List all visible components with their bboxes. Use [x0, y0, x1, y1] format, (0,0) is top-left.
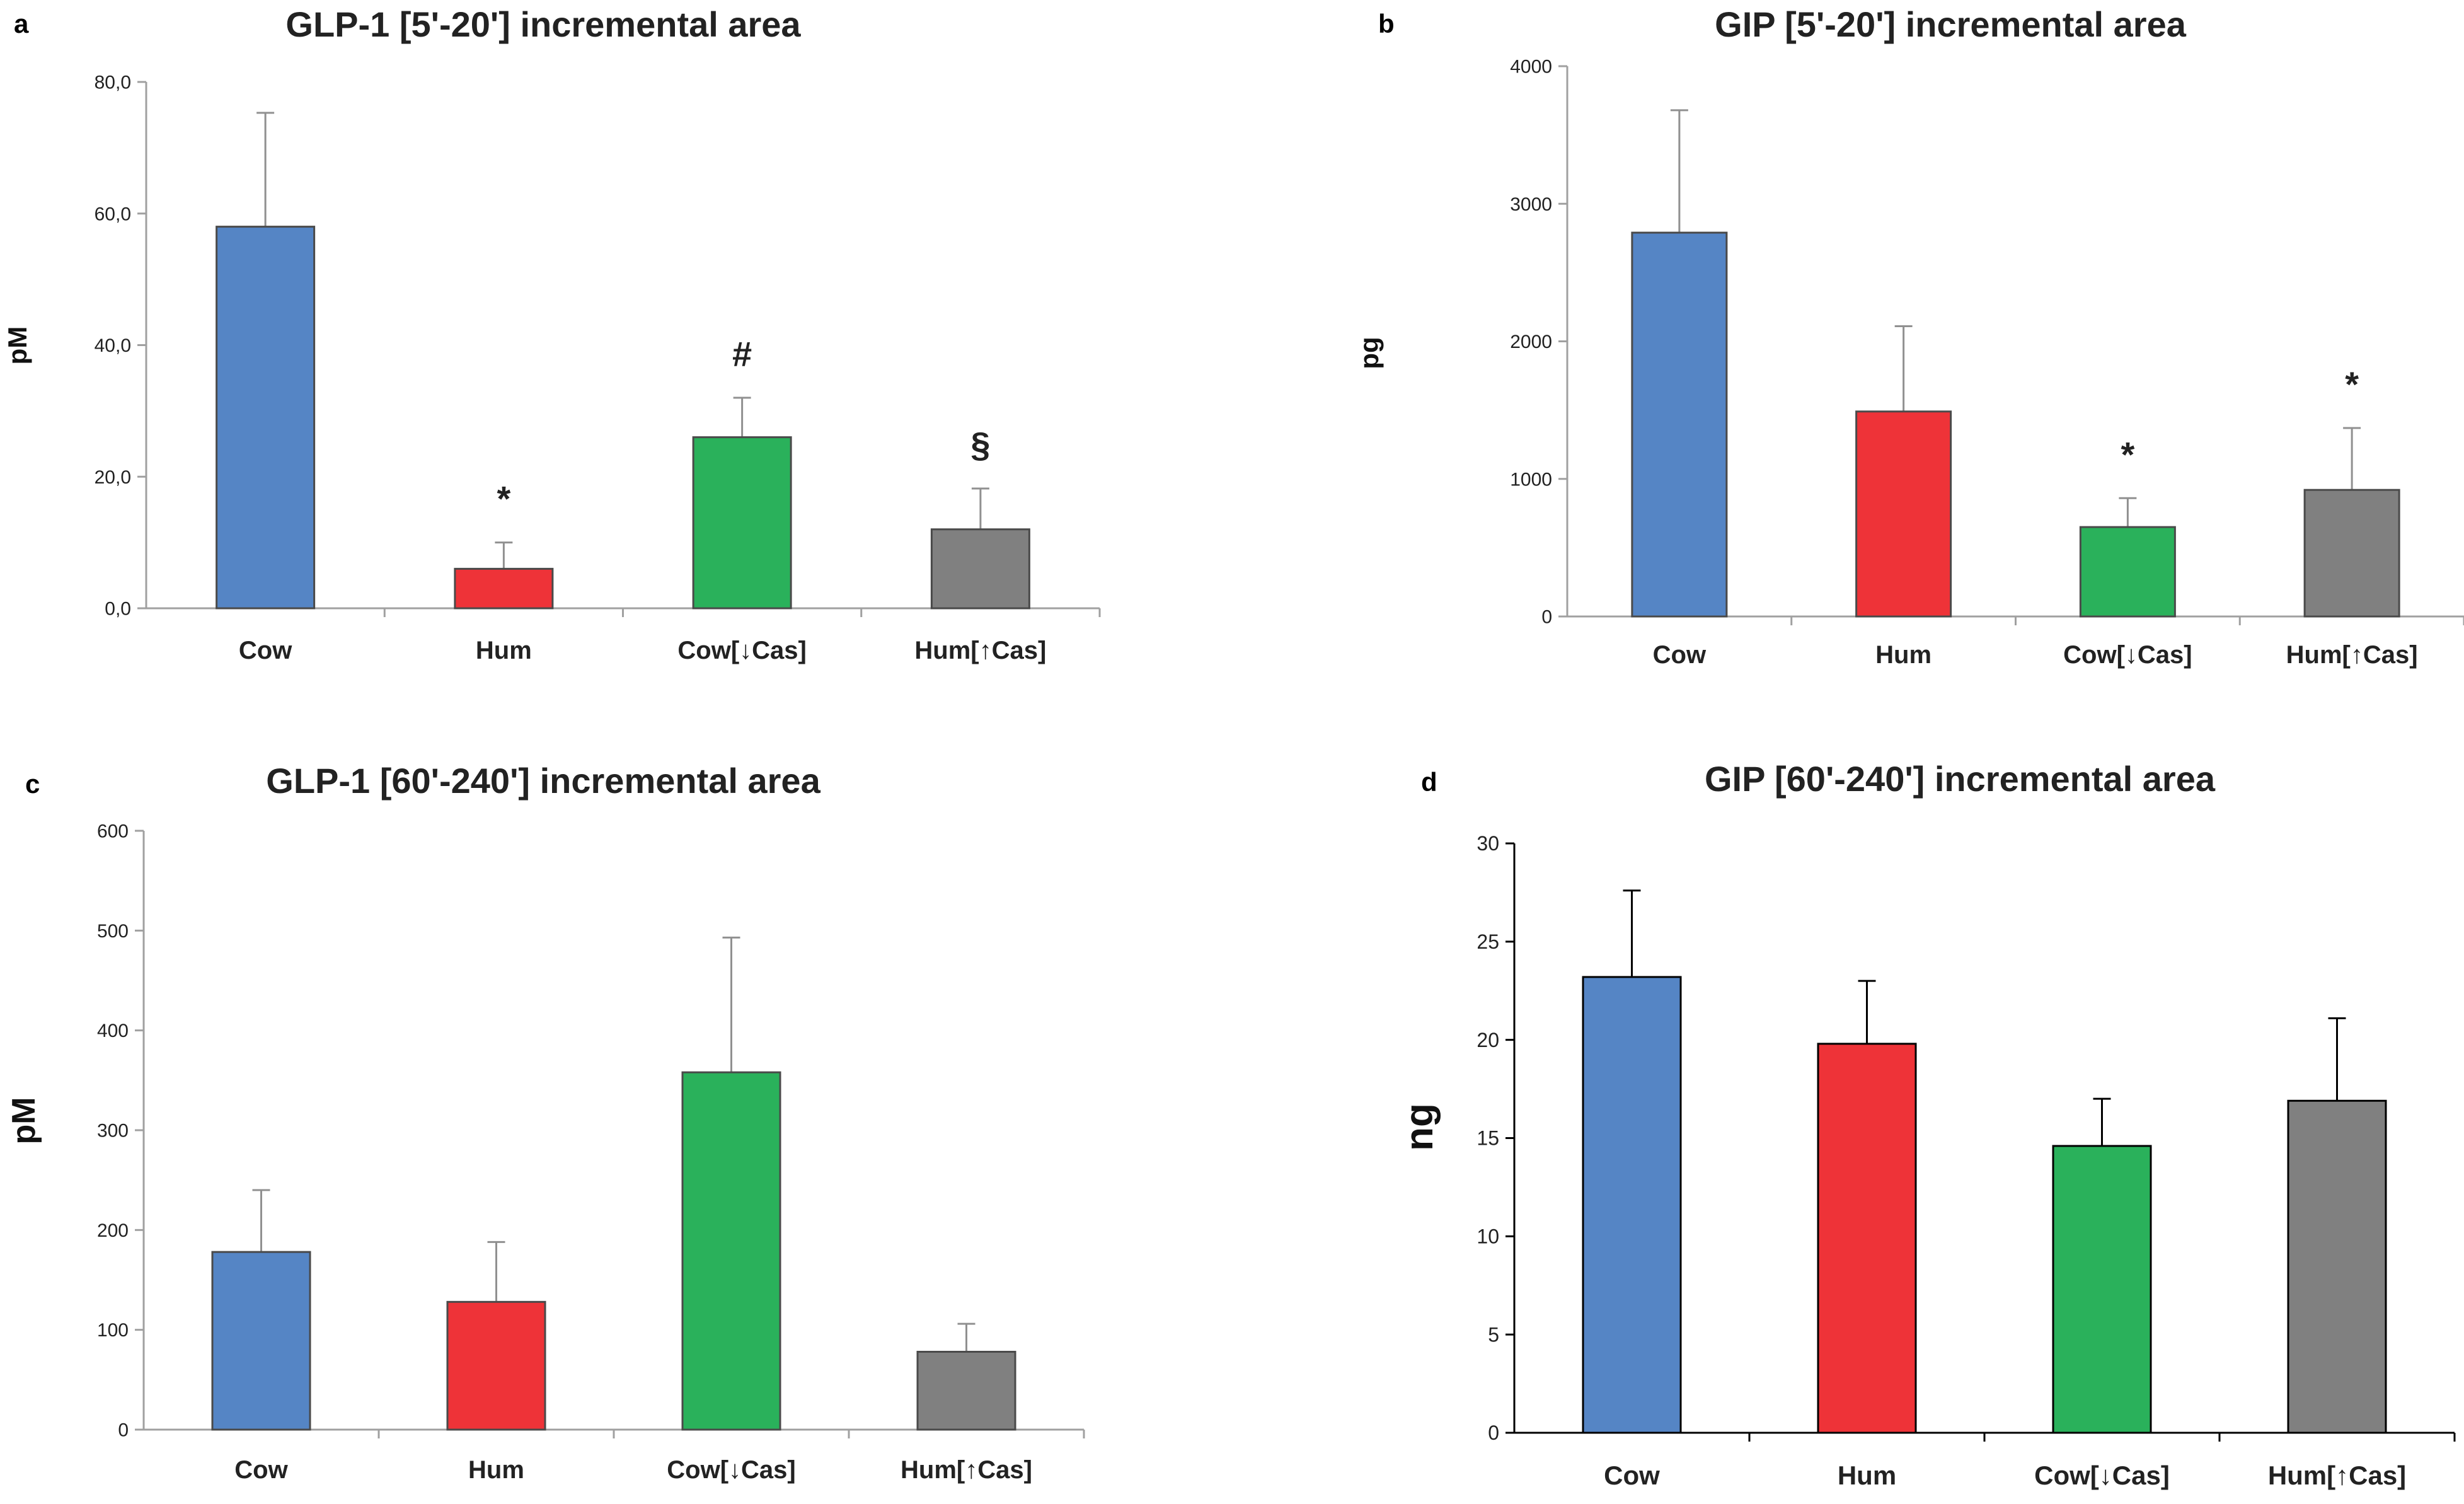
- y-tick-label-c: 500: [97, 921, 129, 942]
- x-tick-label-a: Cow: [239, 637, 292, 664]
- y-tick-label-a: 20,0: [95, 467, 131, 488]
- y-tick-label-a: 40,0: [95, 335, 131, 356]
- y-tick-label-a: 60,0: [95, 204, 131, 224]
- y-tick-label-b: 1000: [1510, 469, 1552, 490]
- x-tick-label-c: Hum[↑Cas]: [901, 1456, 1032, 1484]
- y-tick-label-d: 0: [1488, 1421, 1499, 1444]
- chart-panel-a: a GLP-1 [5'-20'] incremental area pM 0,0 20,…: [0, 0, 1232, 752]
- panel-label-c: c: [25, 769, 40, 799]
- significance-mark-b: *: [2121, 434, 2134, 474]
- x-tick-label-a: Hum[↑Cas]: [914, 637, 1046, 664]
- y-tick-label-c: 0: [118, 1420, 129, 1441]
- y-tick-label-c: 100: [97, 1320, 129, 1341]
- chart-d-svg: d GIP [60'-240'] incremental area ng 0 5 10 15…: [1398, 759, 2456, 1490]
- bar-d: [1817, 1043, 1917, 1434]
- bar-c: [446, 1300, 546, 1431]
- bar-b: [2079, 526, 2176, 618]
- y-tick-label-c: 400: [97, 1021, 129, 1041]
- x-tick-label-d: Hum: [1838, 1461, 1896, 1490]
- bar-b: [2303, 489, 2400, 618]
- y-tick-label-d: 20: [1477, 1029, 1499, 1051]
- y-tick-label-c: 300: [97, 1121, 129, 1142]
- x-tick-label-c: Cow[↓Cas]: [667, 1456, 795, 1484]
- significance-mark-b: *: [2345, 364, 2359, 404]
- panel-label-d: d: [1421, 767, 1437, 797]
- bar-d: [2287, 1099, 2387, 1434]
- panel-label-a: a: [14, 9, 29, 38]
- y-tick-label-a: 80,0: [95, 72, 131, 93]
- y-tick-label-b: 0: [1541, 607, 1552, 628]
- bar-a: [216, 226, 316, 610]
- y-tick-label-a: 0,0: [105, 599, 131, 620]
- y-tick-label-d: 30: [1477, 832, 1499, 855]
- bar-a: [930, 528, 1030, 610]
- chart-c-svg: c GLP-1 [60'-240'] incremental area pM 0 100…: [6, 761, 1085, 1484]
- bar-a: [454, 567, 554, 610]
- y-axis-label-b: pg: [1354, 337, 1384, 369]
- bar-c: [211, 1251, 311, 1431]
- chart-b-svg: b GIP [5'-20'] incremental area pg 0 1000 200…: [1354, 4, 2464, 669]
- significance-mark-a: *: [497, 479, 510, 519]
- bar-b: [1631, 231, 1728, 618]
- y-tick-label-d: 10: [1477, 1225, 1499, 1248]
- chart-title-b: GIP [5'-20'] incremental area: [1715, 4, 2187, 44]
- y-tick-label-c: 600: [97, 821, 129, 842]
- panel-label-b: b: [1378, 9, 1395, 38]
- x-tick-label-b: Cow[↓Cas]: [2063, 641, 2192, 669]
- x-tick-label-d: Cow: [1604, 1461, 1660, 1490]
- chart-panel-d: d GIP [60'-240'] incremental area ng 0 5 10 15…: [1232, 752, 2464, 1504]
- bar-d: [2052, 1145, 2152, 1434]
- y-tick-label-d: 5: [1488, 1323, 1499, 1346]
- y-tick-label-b: 3000: [1510, 194, 1552, 215]
- bar-a: [692, 436, 792, 610]
- y-tick-label-d: 15: [1477, 1127, 1499, 1150]
- y-tick-label-b: 4000: [1510, 57, 1552, 78]
- x-tick-label-b: Hum[↑Cas]: [2286, 641, 2418, 669]
- x-tick-label-d: Cow[↓Cas]: [2034, 1461, 2170, 1490]
- significance-mark-a: §: [970, 425, 990, 465]
- bar-c: [681, 1071, 781, 1431]
- x-tick-label-a: Hum: [476, 637, 532, 664]
- x-tick-label-b: Cow: [1653, 641, 1707, 669]
- x-tick-label-b: Hum: [1875, 641, 1931, 669]
- y-axis-label-a: pM: [3, 327, 32, 365]
- y-axis-label-d: ng: [1398, 1103, 1441, 1151]
- bar-b: [1855, 410, 1952, 618]
- chart-panel-c: c GLP-1 [60'-240'] incremental area pM 0 100…: [0, 752, 1232, 1504]
- significance-mark-a: #: [732, 334, 752, 374]
- x-tick-label-c: Cow: [234, 1456, 288, 1484]
- y-tick-label-c: 200: [97, 1220, 129, 1241]
- y-tick-label-b: 2000: [1510, 332, 1552, 352]
- bar-d: [1582, 976, 1682, 1434]
- x-tick-label-c: Hum: [468, 1456, 524, 1484]
- y-tick-label-d: 25: [1477, 930, 1499, 953]
- chart-a-svg: a GLP-1 [5'-20'] incremental area pM 0,0 20,…: [3, 4, 1101, 664]
- x-tick-label-a: Cow[↓Cas]: [677, 637, 806, 664]
- y-axis-label-c: pM: [6, 1097, 42, 1144]
- x-tick-label-d: Hum[↑Cas]: [2268, 1461, 2406, 1490]
- chart-title-a: GLP-1 [5'-20'] incremental area: [285, 4, 801, 44]
- chart-title-d: GIP [60'-240'] incremental area: [1705, 759, 2216, 799]
- chart-title-c: GLP-1 [60'-240'] incremental area: [266, 761, 820, 801]
- chart-panel-b: b GIP [5'-20'] incremental area pg 0 1000 200…: [1232, 0, 2464, 752]
- bar-c: [916, 1351, 1016, 1431]
